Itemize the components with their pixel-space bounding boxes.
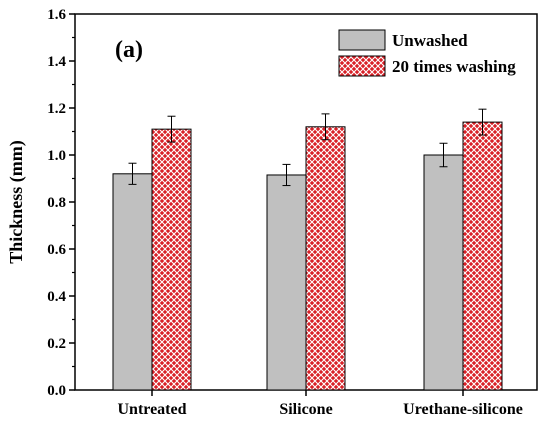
x-axis: Untreated Silicone Urethane-silicone [117, 390, 523, 418]
bar-unwashed-silicone [266, 174, 307, 391]
y-tick-label: 1.4 [47, 54, 66, 70]
error-bars [128, 108, 487, 187]
x-tick-label-urethane-silicone: Urethane-silicone [403, 401, 523, 418]
bar-unwashed-untreated [112, 173, 153, 391]
y-tick-label: 0.6 [47, 242, 66, 258]
legend-label-unwashed: Unwashed [392, 31, 468, 50]
x-tick-label-silicone: Silicone [279, 401, 332, 418]
bar-20-times-washing-silicone [305, 126, 346, 391]
legend: Unwashed 20 times washing [338, 29, 516, 77]
y-tick-label: 1.0 [47, 148, 66, 164]
y-tick-label: 1.6 [47, 7, 66, 23]
bars [112, 121, 503, 391]
y-tick-label: 1.2 [47, 101, 66, 117]
bar-20-times-washing-untreated [151, 128, 192, 391]
y-tick-label: 0.2 [47, 336, 66, 352]
bar-20-times-washing-urethane-silicone [462, 121, 503, 391]
y-tick-label: 0.4 [47, 289, 66, 305]
bar-unwashed-urethane-silicone [423, 154, 464, 391]
y-tick-label: 0.8 [47, 195, 66, 211]
y-axis: 0.0 0.2 0.4 0.6 0.8 1.0 1.2 1.4 1.6 [47, 7, 75, 399]
legend-label-20-times-washing: 20 times washing [392, 57, 516, 76]
legend-swatch-unwashed [338, 29, 386, 51]
panel-label: (a) [115, 37, 143, 63]
legend-swatch-20-times-washing [338, 55, 386, 77]
y-axis-title: Thickness (mm) [6, 140, 27, 264]
y-tick-label: 0.0 [47, 383, 66, 399]
x-tick-label-untreated: Untreated [117, 401, 186, 418]
